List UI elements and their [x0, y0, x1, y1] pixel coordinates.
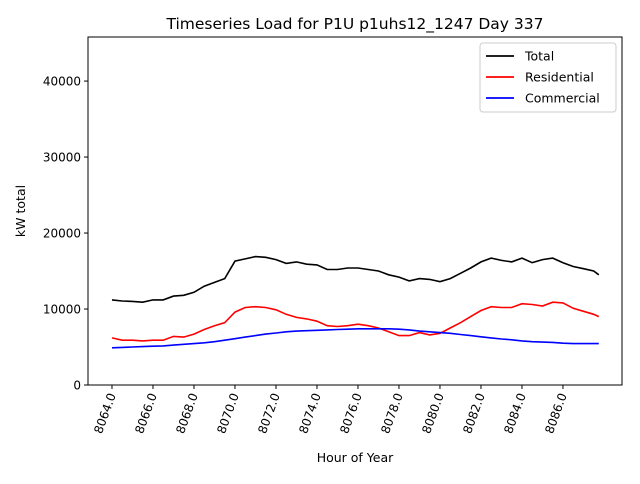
- x-tick-label: 8082.0: [460, 391, 488, 435]
- y-tick-label: 20000: [43, 227, 81, 241]
- x-tick-label: 8074.0: [296, 391, 324, 435]
- y-tick-label: 0: [73, 379, 81, 393]
- x-tick-label: 8066.0: [132, 391, 160, 435]
- x-tick-label: 8068.0: [173, 391, 201, 435]
- x-tick-label: 8076.0: [337, 391, 365, 435]
- x-tick-label: 8080.0: [419, 391, 447, 435]
- x-tick-label: 8084.0: [501, 391, 529, 435]
- chart-title: Timeseries Load for P1U p1uhs12_1247 Day…: [166, 15, 544, 34]
- series-line-residential: [111, 301, 600, 342]
- legend-label-total: Total: [524, 49, 554, 64]
- legend: Total Residential Commercial: [479, 42, 617, 113]
- legend-label-commercial: Commercial: [525, 91, 600, 106]
- y-tick-label: 10000: [43, 303, 81, 317]
- x-axis-label: Hour of Year: [317, 450, 394, 465]
- y-tick-label: 40000: [43, 75, 81, 89]
- y-tick-label: 30000: [43, 151, 81, 165]
- x-tick-label: 8072.0: [255, 391, 283, 435]
- x-tick-label: 8078.0: [378, 391, 406, 435]
- plot-frame: [87, 36, 623, 386]
- legend-label-residential: Residential: [525, 70, 594, 85]
- x-tick-label: 8086.0: [542, 391, 570, 435]
- series-line-total: [111, 255, 600, 304]
- x-tick-label: 8070.0: [214, 391, 242, 435]
- series-line-commercial: [111, 327, 599, 349]
- x-tick-label: 8064.0: [91, 391, 119, 435]
- y-axis-label: kW total: [13, 185, 28, 237]
